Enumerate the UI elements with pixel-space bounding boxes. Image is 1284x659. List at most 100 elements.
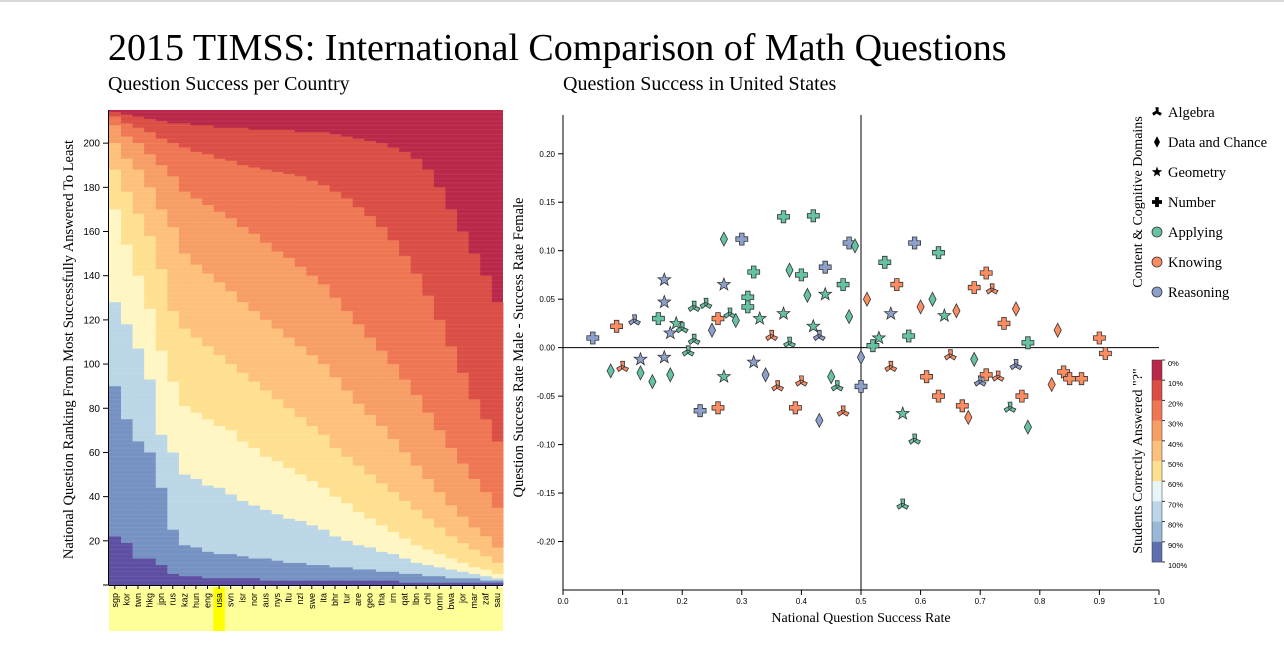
scatter-point-83 xyxy=(967,281,981,295)
color-legend: 0% 10% 20% 30% 40% 50% 60% 70% 80% 90% 100% Student… xyxy=(1131,359,1188,570)
heatmap-y-tick-label: 140 xyxy=(83,271,100,282)
heatmap-band-50pct-mar xyxy=(468,549,481,585)
country-label-twn: twn xyxy=(133,593,143,607)
scatter-point-56 xyxy=(842,236,856,250)
scatter-point-97 xyxy=(1047,376,1056,393)
heatmap-band-80pct-isr xyxy=(236,556,249,585)
scatter-point-65 xyxy=(883,305,899,320)
scatter-y-tick-label: -0.20 xyxy=(537,538,556,547)
scatter-x-tick-label: 0.3 xyxy=(736,597,748,606)
country-label-zaf: zaf xyxy=(481,593,491,606)
color-scale-label: 30% xyxy=(1168,420,1183,429)
country-label-usa: usa xyxy=(214,593,224,608)
country-label-ita: ita xyxy=(318,593,328,603)
color-scale-box xyxy=(1152,521,1162,543)
heatmap-band-90pct-tur xyxy=(340,580,353,585)
scatter-x-tick-label: 0.9 xyxy=(1094,597,1106,606)
scatter-x-axis-label: National Question Success Rate xyxy=(771,611,950,626)
scatter-point-29 xyxy=(735,232,749,246)
country-label-mar: mar xyxy=(469,593,479,609)
scatter-point-64 xyxy=(878,255,892,269)
color-scale-box xyxy=(1152,380,1162,401)
scatter-point-8 xyxy=(652,312,665,326)
heatmap-y-tick-label: 160 xyxy=(83,227,100,238)
country-label-sgp: sgp xyxy=(110,593,120,608)
scatter-y-tick-label: 0.10 xyxy=(539,247,555,256)
heatmap-band-80pct-tha xyxy=(375,571,388,585)
country-label-ltu: ltu xyxy=(284,593,294,603)
scatter-point-82 xyxy=(964,409,973,426)
scatter-point-4 xyxy=(628,314,641,326)
scatter-point-26 xyxy=(716,368,732,383)
legend-title: Content & Cognitive Domains xyxy=(1131,116,1146,288)
country-label-are: are xyxy=(353,593,363,606)
heatmap-band-70pct-usa xyxy=(213,487,226,585)
scatter-point-94 xyxy=(1015,389,1029,403)
scatter-point-15 xyxy=(675,322,689,334)
scatter-point-72 xyxy=(908,433,922,445)
scatter-y-tick-label: -0.15 xyxy=(537,489,556,498)
heatmap-y-tick-label: 80 xyxy=(89,404,101,415)
legend-data-and-chance-icon xyxy=(1154,136,1160,148)
scatter-point-93 xyxy=(1009,359,1023,371)
scatter-point-46 xyxy=(806,209,820,223)
color-scale-title: Students Correctly Answered "?" xyxy=(1131,368,1146,553)
scatter-point-73 xyxy=(916,299,925,315)
heatmap-band-80pct-ita xyxy=(317,565,330,585)
heatmap-band-80pct-nor xyxy=(248,558,261,585)
legend-reasoning-icon xyxy=(1151,286,1163,298)
heatmap-band-80pct-svn xyxy=(224,554,237,585)
scatter-point-38 xyxy=(777,210,790,224)
scatter-point-41 xyxy=(783,336,796,348)
scatter-point-70 xyxy=(902,329,916,343)
country-label-band xyxy=(109,587,503,631)
country-label-kor: kor xyxy=(121,593,131,606)
heatmap-band-70pct-ita xyxy=(317,529,330,585)
country-label-lbn: lbn xyxy=(411,593,421,605)
scatter-point-45 xyxy=(803,287,812,304)
scatter-x-tick-label: 0.5 xyxy=(855,597,867,606)
heatmap-band-80pct-rus xyxy=(166,529,179,585)
scatter-point-57 xyxy=(845,308,854,325)
heatmap-band-80pct-omn xyxy=(433,576,446,585)
heatmap-band-80pct-sgp xyxy=(109,386,121,585)
scatter-point-63 xyxy=(871,330,887,345)
heatmap-band-80pct-twn xyxy=(132,441,145,585)
color-scale-label: 20% xyxy=(1168,399,1183,408)
country-label-tur: tur xyxy=(342,593,352,604)
heatmap-chart: 20 40 60 80 100 120 140 160 180 200 National Quest… xyxy=(61,110,504,631)
heatmap-band-80pct-ltu xyxy=(282,562,295,585)
legend-data-and-chance-label: Data and Chance xyxy=(1168,135,1267,151)
scatter-point-24 xyxy=(719,231,728,247)
heatmap-band-90pct-bwa xyxy=(445,582,458,585)
heatmap-band-90pct-chl xyxy=(421,582,434,585)
heatmap-band-70pct-nys xyxy=(271,514,284,585)
heatmap-band-80pct-are xyxy=(352,569,365,585)
heatmap-y-tick-label: 20 xyxy=(89,536,101,547)
heatmap-band-70pct-eng xyxy=(201,485,214,585)
heatmap-band-90pct-omn xyxy=(433,582,446,585)
legend-number-icon xyxy=(1152,197,1162,207)
scatter-point-22 xyxy=(711,401,725,415)
scatter-point-60 xyxy=(854,379,868,393)
heatmap-band-70pct-nzl xyxy=(294,520,307,585)
scatter-point-20 xyxy=(699,297,713,310)
heatmap-band-70pct-bwa xyxy=(445,569,458,585)
heatmap-band-90pct-sgp xyxy=(109,536,121,585)
heatmap-band-70pct-swe xyxy=(306,525,318,585)
scatter-point-21 xyxy=(707,322,717,338)
heatmap-band-80pct-eng xyxy=(201,551,214,585)
heatmap-band-90pct-geo xyxy=(363,580,376,585)
country-label-jor: jor xyxy=(457,593,467,604)
heatmap-band-90pct-nor xyxy=(248,578,261,585)
scatter-point-87 xyxy=(979,368,993,382)
scatter-point-39 xyxy=(776,305,791,320)
heatmap-band-90pct-bhr xyxy=(329,580,342,585)
legend-algebra-icon xyxy=(1152,107,1162,116)
scatter-point-59 xyxy=(856,349,866,366)
scatter-point-101 xyxy=(1075,372,1088,386)
scatter-y-tick-label: 0.15 xyxy=(539,198,555,207)
heatmap-band-80pct-nzl xyxy=(294,562,307,585)
heatmap-band-80pct-qat xyxy=(398,573,411,585)
heatmap-band-90pct-are xyxy=(352,580,365,585)
